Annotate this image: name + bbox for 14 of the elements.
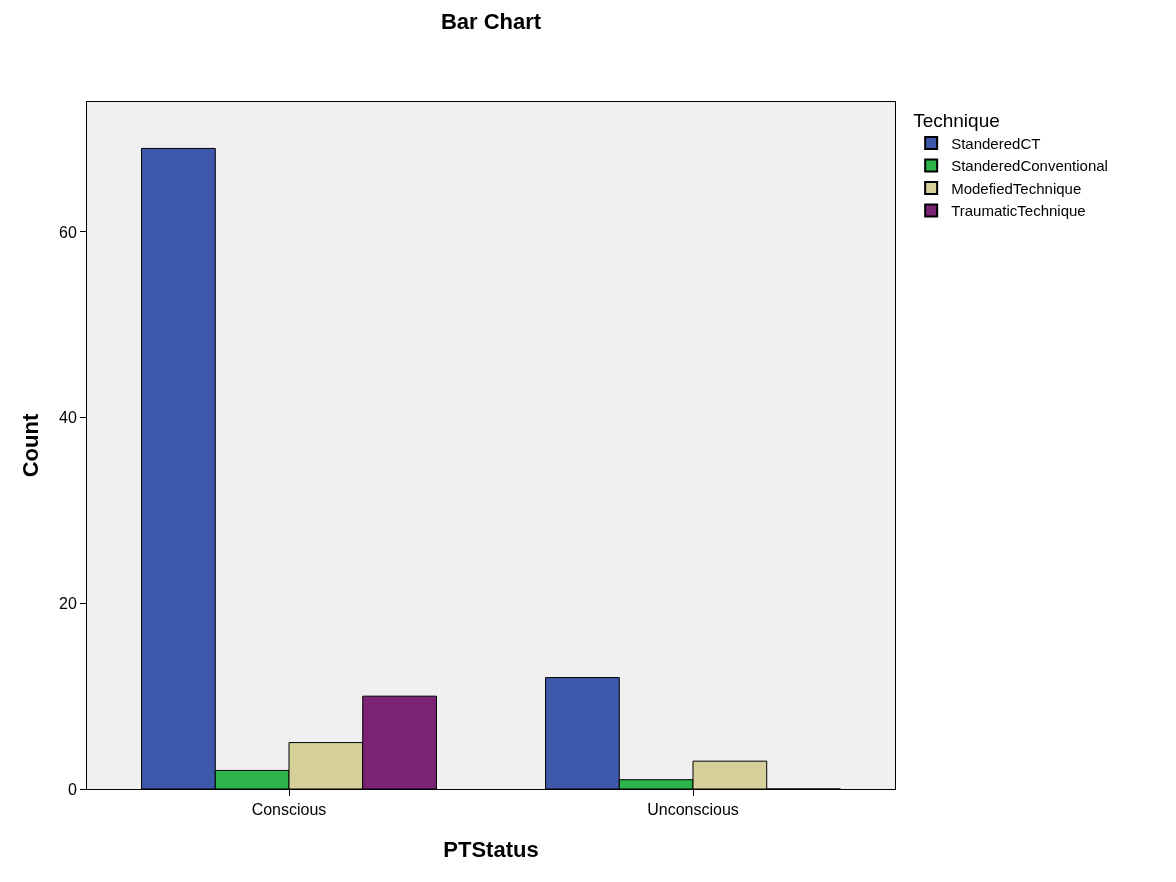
y-tick-label: 60 bbox=[59, 223, 77, 241]
chart-title: Bar Chart bbox=[440, 8, 542, 34]
y-tick-label: 0 bbox=[67, 780, 77, 798]
y-tick-label: 20 bbox=[59, 594, 77, 612]
y-tick-label: 40 bbox=[59, 409, 77, 427]
y-axis-title: Count bbox=[17, 413, 43, 478]
legend-label: StanderedConventional bbox=[951, 157, 1108, 175]
x-tick-label: Unconscious bbox=[647, 801, 739, 819]
legend-label: StanderedCT bbox=[951, 134, 1041, 152]
x-axis-title: PTStatus bbox=[443, 837, 539, 863]
legend-title: Technique bbox=[913, 109, 1000, 131]
x-tick-label: Conscious bbox=[251, 801, 327, 819]
legend-label: TraumaticTechnique bbox=[951, 202, 1086, 220]
legend-label: ModefiedTechnique bbox=[951, 179, 1082, 197]
